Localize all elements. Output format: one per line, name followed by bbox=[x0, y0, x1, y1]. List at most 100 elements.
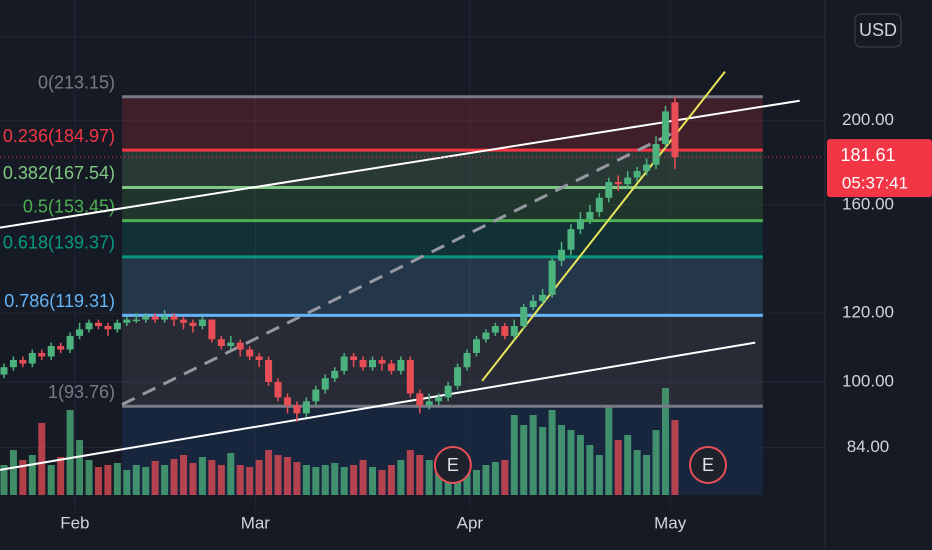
volume-bar bbox=[94, 467, 102, 495]
fib-label: 1(93.76) bbox=[48, 382, 115, 402]
volume-bar bbox=[246, 467, 254, 495]
volume-bar bbox=[312, 467, 320, 495]
candle-body bbox=[529, 300, 537, 308]
fib-zone bbox=[122, 220, 763, 257]
fib-zone bbox=[122, 150, 763, 188]
volume-bar bbox=[142, 467, 150, 495]
volume-bar bbox=[539, 427, 547, 495]
candle-body bbox=[246, 349, 254, 357]
fib-label: 0.618(139.37) bbox=[3, 233, 115, 253]
earnings-marker bbox=[689, 446, 728, 484]
fib-zone bbox=[122, 256, 763, 316]
volume-bar bbox=[520, 425, 528, 495]
candle-body bbox=[340, 356, 348, 371]
candle-body bbox=[113, 322, 121, 330]
volume-bar bbox=[38, 423, 46, 495]
trend-line bbox=[0, 341, 756, 471]
candle-body bbox=[643, 164, 651, 172]
candle-body bbox=[57, 346, 65, 350]
candle-body bbox=[132, 319, 140, 322]
volume-bar bbox=[359, 460, 367, 495]
x-tick-label: Feb bbox=[60, 513, 89, 532]
volume-bar bbox=[671, 420, 679, 495]
volume-bar bbox=[132, 465, 140, 495]
countdown: 05:37:41 bbox=[842, 174, 908, 193]
candle-body bbox=[501, 326, 509, 336]
fib-label: 0.382(167.54) bbox=[3, 163, 115, 183]
candle-body bbox=[265, 360, 273, 382]
candle-body bbox=[180, 319, 188, 323]
candle-body bbox=[614, 181, 622, 185]
volume-bar bbox=[170, 459, 178, 495]
volume-bar bbox=[189, 463, 197, 495]
y-tick-label: 100.00 bbox=[842, 371, 894, 390]
volume-bar bbox=[66, 410, 74, 495]
volume-bar bbox=[9, 450, 17, 495]
volume-bar bbox=[0, 465, 8, 495]
candle-body bbox=[595, 197, 603, 212]
volume-bar bbox=[293, 462, 301, 495]
candle-body bbox=[0, 367, 8, 375]
volume-bar bbox=[255, 460, 263, 495]
volume-bar bbox=[624, 435, 632, 495]
volume-bar bbox=[180, 455, 188, 495]
currency-button[interactable] bbox=[854, 13, 902, 48]
volume-bar bbox=[633, 450, 641, 495]
candle-body bbox=[510, 326, 518, 336]
candle-body bbox=[444, 385, 452, 398]
volume-bar bbox=[217, 465, 225, 495]
candle-body bbox=[397, 360, 405, 371]
candle-body bbox=[170, 316, 178, 320]
candle-body bbox=[66, 335, 74, 350]
volume-bar bbox=[104, 465, 112, 495]
volume-bar bbox=[643, 455, 651, 495]
candle-body bbox=[633, 171, 641, 178]
volume-bar bbox=[652, 430, 660, 495]
earnings-marker bbox=[433, 446, 472, 484]
candle-body bbox=[123, 319, 131, 323]
x-tick-label: Apr bbox=[457, 513, 484, 532]
volume-bar bbox=[274, 455, 282, 495]
volume-bar bbox=[661, 388, 669, 495]
volume-bar bbox=[19, 460, 27, 495]
volume-bar bbox=[47, 465, 55, 495]
fib-zone bbox=[122, 187, 763, 221]
volume-bar bbox=[605, 407, 613, 495]
candle-body bbox=[378, 360, 386, 364]
volume-bar bbox=[614, 440, 622, 495]
candle-body bbox=[387, 363, 395, 371]
candle-body bbox=[520, 307, 528, 327]
plot-area: 0(213.15) 0.236(184.97) 0.382(167.54) 0.5(1… bbox=[0, 0, 825, 510]
volume-bar bbox=[586, 445, 594, 495]
candle-body bbox=[359, 360, 367, 368]
candle-body bbox=[236, 342, 244, 350]
volume-bar bbox=[302, 465, 310, 495]
volume-bar bbox=[501, 460, 509, 495]
candle-body bbox=[274, 381, 282, 398]
candle-body bbox=[283, 397, 291, 406]
y-tick-label: 200.00 bbox=[842, 110, 894, 129]
candle-body bbox=[85, 322, 93, 330]
candle-body bbox=[661, 111, 669, 145]
volume-bar bbox=[85, 460, 93, 495]
volume-bar bbox=[28, 455, 36, 495]
fib-zone bbox=[122, 315, 763, 407]
volume-bar bbox=[198, 457, 206, 495]
candle-body bbox=[454, 367, 462, 386]
fib-label: 0.5(153.45) bbox=[23, 196, 115, 216]
candle-body bbox=[576, 219, 584, 230]
last-price-label: 181.61 bbox=[840, 145, 895, 165]
volume-bar bbox=[576, 435, 584, 495]
candle-body bbox=[208, 319, 216, 340]
candle-body bbox=[491, 326, 499, 333]
candle-body bbox=[28, 352, 36, 364]
candle-body bbox=[558, 249, 566, 261]
candle-body bbox=[312, 389, 320, 402]
candle-body bbox=[19, 360, 27, 364]
volume-bar bbox=[350, 465, 358, 495]
candle-body bbox=[331, 370, 339, 379]
volume-bar bbox=[435, 465, 443, 495]
volume-bar bbox=[208, 460, 216, 495]
candle-body bbox=[9, 360, 17, 368]
